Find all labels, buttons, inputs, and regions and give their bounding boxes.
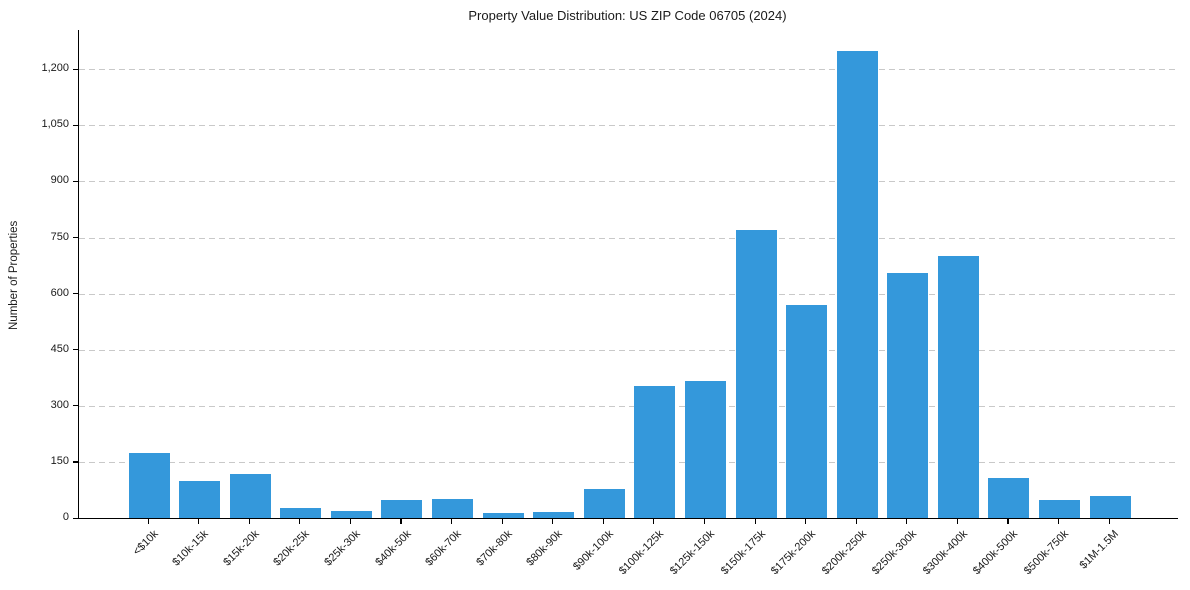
y-tick-label: 0 <box>62 511 69 523</box>
gridline <box>79 349 1178 351</box>
y-tick-mark <box>73 405 78 407</box>
x-tick-label-text: $500k-750k <box>1021 528 1071 578</box>
bar <box>988 478 1030 518</box>
x-tick-mark <box>855 519 857 524</box>
x-tick-mark <box>299 519 301 524</box>
y-tick-label: 300 <box>50 398 69 411</box>
x-tick-mark <box>602 519 604 524</box>
x-tick-mark <box>1108 519 1110 524</box>
bar <box>1038 500 1080 518</box>
y-tick-label: 1,050 <box>41 118 69 131</box>
x-tick-mark <box>248 519 250 524</box>
bar <box>887 272 929 518</box>
x-tick-mark <box>501 519 503 524</box>
y-tick-label: 1,200 <box>41 62 69 75</box>
bar <box>735 229 777 518</box>
gridline <box>79 181 1178 183</box>
x-tick-mark <box>349 519 351 524</box>
y-tick-label: 450 <box>50 342 69 355</box>
x-tick-label-text: $90k-100k <box>570 528 616 573</box>
y-tick-mark <box>73 461 78 463</box>
bar <box>432 498 473 518</box>
x-tick-label-text: $175k-200k <box>768 528 818 578</box>
x-tick-label-text: $100k-125k <box>617 528 667 578</box>
gridline <box>79 237 1178 239</box>
x-tick-label-text: <$10k <box>130 528 161 558</box>
x-tick-label-text: $60k-70k <box>423 528 464 569</box>
x-tick-label-text: $200k-250k <box>819 528 869 578</box>
y-tick-label: 750 <box>50 230 69 243</box>
y-tick-label: 900 <box>50 174 69 187</box>
gridline <box>79 461 1178 463</box>
x-tick-label-text: $20k-25k <box>271 528 313 569</box>
y-tick-mark <box>73 124 78 127</box>
x-tick-mark <box>451 519 453 524</box>
bar <box>786 304 827 518</box>
x-tick-mark <box>1007 519 1009 524</box>
bar <box>482 513 524 518</box>
bar <box>330 510 372 518</box>
x-tick-label-text: $40k-50k <box>372 528 414 569</box>
gridline <box>79 293 1178 295</box>
bar <box>836 51 878 518</box>
x-tick-mark <box>805 519 807 524</box>
x-tick-label-text: $300k-400k <box>920 528 970 578</box>
bar <box>937 255 979 518</box>
x-tick-label-text: $125k-150k <box>667 528 717 578</box>
bar <box>634 386 676 518</box>
y-tick-label: 150 <box>50 454 69 467</box>
y-tick-mark <box>73 68 78 70</box>
x-tick-label-text: $70k-80k <box>474 528 515 569</box>
x-tick-mark <box>703 519 706 524</box>
x-tick-label-text: $25k-30k <box>322 528 363 569</box>
gridline <box>79 125 1178 127</box>
x-tick-label-text: $80k-90k <box>524 528 566 569</box>
plot-area <box>78 30 1178 519</box>
y-tick-label: 600 <box>50 286 69 299</box>
x-tick-mark <box>400 519 402 524</box>
bar <box>381 500 423 518</box>
bar <box>179 480 221 518</box>
x-tick-label-text: $150k-175k <box>718 528 768 578</box>
x-tick-mark <box>552 519 554 524</box>
x-tick-mark <box>653 519 655 524</box>
chart-title: Property Value Distribution: US ZIP Code… <box>468 8 787 23</box>
y-tick-mark <box>73 180 78 183</box>
bar <box>229 473 271 518</box>
x-tick-label-text: $1M-1.5M <box>1077 528 1122 572</box>
x-tick-mark <box>147 519 149 524</box>
x-tick-mark <box>198 519 200 524</box>
bar <box>128 452 170 518</box>
x-tick-label-text: $250k-300k <box>870 528 920 578</box>
y-tick-mark <box>73 237 78 239</box>
bar <box>533 511 575 518</box>
bar <box>684 380 726 518</box>
x-tick-mark <box>1057 519 1060 524</box>
x-tick-label-text: $400k-500k <box>971 528 1021 578</box>
gridline <box>79 69 1178 71</box>
y-tick-mark <box>73 517 78 519</box>
x-tick-mark <box>754 519 756 524</box>
y-tick-mark <box>73 293 78 295</box>
gridline <box>79 405 1178 407</box>
x-tick-label-text: $10k-15k <box>170 528 212 569</box>
bar <box>583 488 625 518</box>
x-tick-mark <box>956 519 958 524</box>
x-tick-label-text: $15k-20k <box>221 528 262 569</box>
bar <box>1089 495 1131 518</box>
bar <box>280 507 322 518</box>
y-tick-mark <box>73 349 78 351</box>
x-tick-mark <box>906 519 908 524</box>
